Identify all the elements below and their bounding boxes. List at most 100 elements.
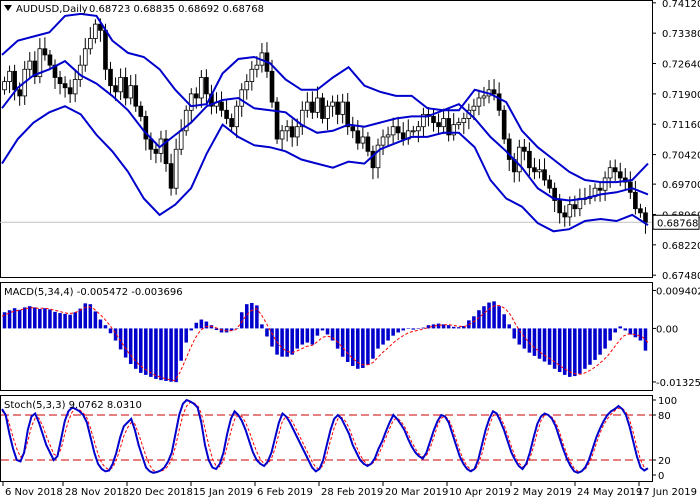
macd-bar	[2, 312, 7, 329]
candle-body	[143, 116, 149, 140]
candle-body	[527, 150, 532, 169]
candle-body	[516, 146, 522, 173]
candle-body	[597, 187, 603, 191]
candle-body	[118, 77, 123, 93]
candle-body	[643, 212, 648, 223]
macd-bar	[421, 327, 426, 329]
candle-body	[93, 23, 98, 39]
macd-bar	[310, 328, 315, 345]
candle-body	[133, 85, 139, 107]
macd-bar	[552, 328, 557, 369]
macd-bar	[512, 328, 517, 339]
candle-body	[62, 83, 68, 89]
candle-body	[52, 64, 58, 78]
price-tick-label: 0.70420	[662, 151, 700, 162]
time-tick-label: 20 Mar 2019	[385, 487, 448, 498]
collapse-triangle-icon[interactable]	[4, 5, 12, 11]
macd-tick-label: -0.013254	[656, 378, 700, 389]
time-tick-label: 2 May 2019	[513, 487, 572, 498]
macd-bar	[487, 302, 491, 329]
time-tick-label: 28 Nov 2018	[65, 487, 129, 498]
candle-body	[602, 177, 608, 191]
candle-body	[188, 93, 194, 111]
candle-body	[506, 138, 512, 160]
ohlc-label: 0.68723 0.68835 0.68692 0.68768	[89, 4, 264, 15]
candle-body	[294, 126, 300, 138]
time-tick-label: 6 Feb 2019	[257, 487, 313, 498]
candle-body	[289, 126, 295, 138]
candle-body	[496, 93, 502, 111]
candle-body	[542, 169, 547, 181]
macd-bar	[73, 312, 77, 329]
macd-bar	[431, 324, 436, 329]
candle-body	[27, 60, 33, 70]
stoch-tick-label: 0	[658, 471, 664, 482]
candle-body	[370, 150, 376, 169]
macd-bar	[633, 328, 638, 338]
macd-bar	[593, 328, 597, 360]
price-tick-label: 0.67480	[662, 271, 700, 282]
macd-bar	[83, 303, 88, 329]
stoch-label: Stoch(5,3,3) 9.0762 8.0310	[4, 400, 142, 411]
macd-label: MACD(5,34,4) -0.005472 -0.003696	[4, 287, 183, 298]
candle-body	[633, 191, 638, 210]
stoch-tick-label: 20	[658, 456, 671, 467]
candle-body	[67, 87, 73, 95]
macd-bar	[608, 328, 612, 341]
macd-bar	[245, 304, 249, 329]
macd-bar	[58, 313, 62, 329]
macd-bar	[401, 328, 405, 331]
price-tick-label: 0.74120	[662, 0, 700, 10]
chart-header: AUDUSD,Daily 0.68723 0.68835 0.68692 0.6…	[4, 4, 264, 15]
candle-body	[335, 101, 340, 115]
candle-body	[7, 70, 12, 82]
macd-bar	[27, 306, 32, 329]
candle-body	[98, 23, 103, 31]
bollinger-bands	[1, 12, 649, 233]
candle-body	[284, 126, 290, 132]
macd-bar	[446, 325, 451, 329]
candle-body	[88, 38, 93, 50]
macd-bar	[638, 328, 643, 341]
macd-bar	[174, 328, 178, 383]
macd-bar	[598, 328, 602, 355]
macd-bar	[436, 323, 441, 329]
macd-bar	[78, 308, 82, 329]
macd-bar	[17, 309, 22, 329]
candle-body	[82, 48, 88, 66]
macd-signal-line	[1, 304, 649, 382]
candle-body	[244, 81, 250, 91]
time-tick-label: 15 Jan 2019	[193, 487, 253, 498]
candle-body	[612, 167, 618, 173]
macd-bar	[335, 328, 340, 349]
macd-bar	[260, 324, 264, 329]
stoch-axis: 100 80 20 0	[652, 396, 677, 482]
candle-body	[153, 148, 159, 154]
candle-body	[537, 169, 542, 173]
macd-bar	[396, 328, 400, 333]
macd-tick-label: 0.00	[656, 324, 678, 335]
macd-bar	[527, 328, 532, 353]
candle-body	[234, 105, 239, 128]
macd-bar	[628, 328, 633, 335]
macd-bar	[154, 328, 158, 379]
candle-body	[113, 85, 118, 93]
macd-bar	[426, 325, 431, 329]
macd-bar	[128, 328, 133, 364]
macd-bar	[451, 326, 456, 329]
candle-body	[249, 68, 255, 82]
macd-bar	[164, 328, 168, 381]
candle-body	[269, 70, 275, 103]
last-price-box	[652, 214, 700, 230]
macd-bar	[7, 310, 12, 329]
candle-body	[17, 89, 22, 97]
macd-bar	[43, 308, 47, 329]
candle-body	[446, 118, 451, 136]
macd-bar	[68, 314, 72, 329]
candle-body	[47, 54, 53, 66]
macd-bar	[295, 328, 300, 349]
macd-axis: 0.009402 0.00 -0.013254	[652, 286, 700, 389]
macd-bar	[239, 312, 244, 329]
price-tick-label: 0.72640	[662, 60, 700, 71]
